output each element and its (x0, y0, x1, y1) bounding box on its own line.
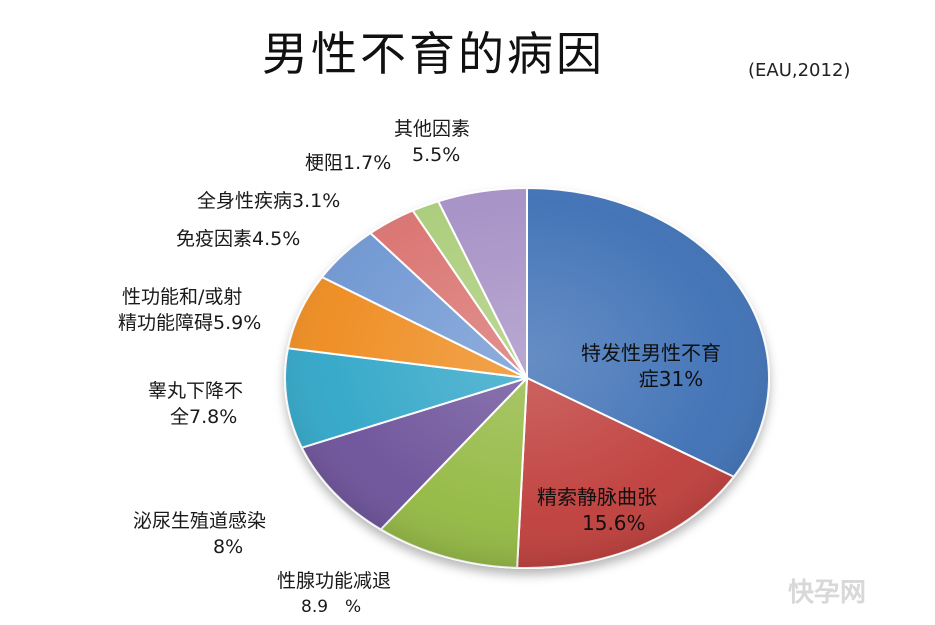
slice-label-varicocele: 精索静脉曲张 15.6% (537, 484, 697, 536)
slice-label-idiopathic: 特发性男性不育 症31% (556, 340, 746, 392)
slice-label-idiopathic-line1: 特发性男性不育 (581, 341, 721, 365)
slice-label-immune: 免疫因素4.5% (176, 228, 301, 250)
slice-label-sexual-line2: 精功能障碍5.9% (118, 312, 262, 334)
slice-label-idiopathic-line2: 症31% (638, 367, 704, 391)
slice-label-sexual-line1: 性功能和/或射 (122, 286, 243, 308)
slice-label-cryptorchidism-line1: 睾丸下降不 (148, 380, 244, 402)
slice-label-cryptorchidism: 睾丸下降不 全7.8% (148, 378, 243, 430)
slice-label-sexual-dysfunction: 性功能和/或射 精功能障碍5.9% (118, 284, 261, 336)
watermark-logo: 快孕网 (788, 578, 867, 608)
slice-label-cryptorchidism-line2: 全7.8% (170, 406, 238, 428)
slice-label-infection: 泌尿生殖道感染 8% (133, 508, 266, 560)
slice-label-other-line2: 5.5% (412, 144, 461, 166)
chart-subtitle: (EAU,2012) (748, 60, 851, 81)
slice-label-infection-line2: 8% (213, 536, 244, 558)
slice-label-other-line1: 其他因素 (394, 118, 471, 140)
slice-label-hypogonadism-line2: 8.9 % (301, 597, 362, 617)
slice-label-other: 其他因素 5.5% (394, 116, 470, 168)
slice-label-obstruction: 梗阻1.7% (305, 152, 392, 174)
slice-label-systemic: 全身性疾病3.1% (197, 190, 341, 212)
slice-label-varicocele-line2: 15.6% (582, 511, 646, 535)
slice-label-hypogonadism: 性腺功能减退 8.9 % (277, 568, 391, 620)
chart-title: 男性不育的病因 (262, 27, 605, 81)
slice-label-hypogonadism-line1: 性腺功能减退 (277, 570, 392, 592)
slice-label-infection-line1: 泌尿生殖道感染 (133, 510, 267, 532)
slice-label-varicocele-line1: 精索静脉曲张 (537, 485, 657, 509)
